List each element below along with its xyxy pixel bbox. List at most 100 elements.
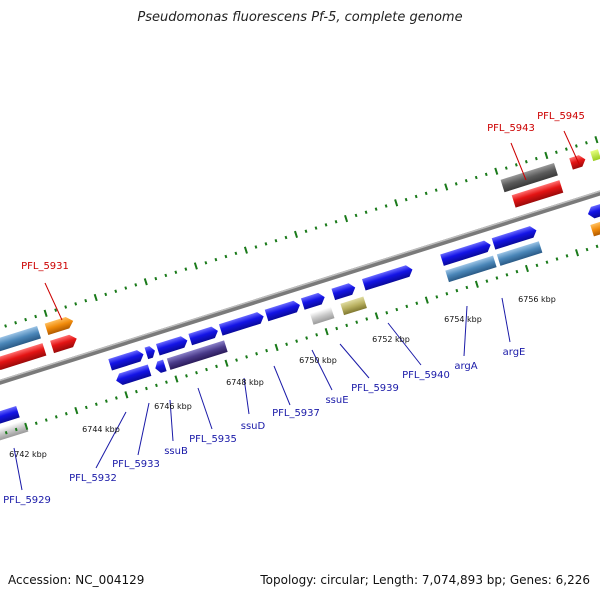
accession-text: Accession: NC_004129: [8, 573, 145, 587]
gene-block[interactable]: [309, 306, 335, 325]
tick-mark: [545, 260, 549, 264]
gene-block[interactable]: [590, 149, 600, 162]
gene-label[interactable]: PFL_5935: [189, 434, 237, 445]
gene-label[interactable]: PFL_5940: [402, 370, 450, 381]
leader-line: [197, 387, 213, 430]
gene-label[interactable]: PFL_5943: [487, 123, 535, 134]
gene-block[interactable]: [340, 296, 367, 316]
genome-backbone: [0, 178, 600, 401]
tick-mark: [64, 305, 68, 309]
gene-arrow[interactable]: [50, 333, 79, 354]
tick-mark: [585, 141, 588, 145]
tick-mark: [344, 214, 349, 223]
tick-mark: [324, 223, 328, 227]
gene-label[interactable]: PFL_5929: [3, 495, 51, 506]
gene-arrow[interactable]: [218, 311, 266, 336]
scale-label: 6750 kbp: [299, 356, 337, 365]
tick-mark: [14, 427, 18, 432]
gene-arrow[interactable]: [440, 239, 492, 266]
tick-mark: [264, 242, 268, 246]
tick-mark: [143, 278, 148, 286]
forward-genes-outer: [0, 149, 600, 355]
genome-backbone-highlight: [0, 178, 600, 397]
tick-mark: [415, 301, 419, 305]
gene-label[interactable]: ssuE: [325, 395, 348, 406]
leader-line: [95, 411, 127, 469]
gene-arrow[interactable]: [0, 405, 20, 433]
tick-mark: [34, 421, 38, 425]
tick-mark: [184, 267, 188, 271]
tick-mark: [154, 276, 158, 281]
tick-mark: [544, 151, 549, 160]
gene-arrow[interactable]: [331, 282, 357, 301]
gene-label[interactable]: ssuB: [164, 446, 188, 457]
scale-label: 6752 kbp: [372, 335, 410, 344]
gene-label[interactable]: argE: [503, 347, 526, 358]
gene-label[interactable]: PFL_5931: [21, 261, 69, 272]
gene-arrow[interactable]: [586, 202, 600, 220]
gene-block[interactable]: [590, 219, 600, 237]
tick-mark: [364, 210, 368, 215]
gene-arrow[interactable]: [114, 364, 152, 386]
tick-mark: [394, 199, 399, 207]
tick-mark: [305, 336, 309, 340]
tick-mark: [44, 418, 48, 422]
tick-mark: [245, 355, 248, 359]
tick-mark: [485, 279, 489, 283]
gene-label[interactable]: PFL_5933: [112, 459, 160, 470]
gene-arrow[interactable]: [144, 345, 157, 360]
gene-arrow[interactable]: [153, 359, 167, 374]
inner-tick-row: [4, 244, 599, 435]
gene-label[interactable]: PFL_5945: [537, 111, 585, 122]
gene-arrow[interactable]: [188, 325, 219, 346]
scale-labels: 6742 kbp 6744 kbp 6746 kbp 6748 kbp 6750 kbp…: [9, 295, 556, 459]
gene-block[interactable]: [166, 340, 228, 370]
tick-mark: [74, 302, 78, 306]
tick-mark: [4, 324, 8, 328]
reverse-genes-inner: [0, 219, 600, 448]
tick-mark: [135, 389, 138, 394]
tick-mark: [384, 204, 388, 208]
tick-mark: [414, 194, 418, 199]
outer-tick-row: [4, 136, 599, 328]
gene-arrow[interactable]: [300, 291, 327, 310]
gene-block[interactable]: [0, 420, 29, 448]
gene-arrow[interactable]: [0, 343, 47, 372]
leader-line: [13, 447, 23, 491]
gene-arrow[interactable]: [264, 299, 302, 322]
leader-line: [273, 365, 291, 406]
tick-mark: [474, 175, 478, 180]
tick-mark: [565, 254, 569, 258]
gene-arrow[interactable]: [108, 349, 145, 371]
gene-arrow[interactable]: [362, 264, 414, 291]
gene-label[interactable]: PFL_5932: [69, 473, 117, 484]
gene-block[interactable]: [445, 255, 497, 283]
leader-line: [44, 282, 63, 321]
leader-line: [387, 322, 422, 366]
tick-mark: [345, 323, 349, 328]
gene-arrow[interactable]: [569, 154, 587, 170]
gene-label[interactable]: argA: [454, 361, 477, 372]
gene-label[interactable]: PFL_5939: [351, 383, 399, 394]
tick-mark: [215, 364, 218, 369]
gene-arrow[interactable]: [156, 335, 189, 356]
tick-mark: [354, 213, 358, 218]
map-title: Pseudomonas fluorescens Pf-5, complete g…: [137, 10, 463, 25]
tick-mark: [504, 166, 508, 170]
leader-line: [137, 402, 150, 456]
gene-block[interactable]: [500, 163, 558, 193]
tick-mark: [193, 262, 198, 270]
tick-mark: [564, 147, 568, 151]
gene-block[interactable]: [0, 325, 41, 355]
gene-label[interactable]: PFL_5937: [272, 408, 320, 419]
tick-mark: [4, 430, 8, 435]
tick-mark: [385, 310, 389, 315]
leader-line: [169, 399, 174, 442]
gene-label[interactable]: ssuD: [241, 421, 266, 432]
gene-arrow[interactable]: [44, 315, 75, 336]
gene-arrow[interactable]: [491, 225, 539, 250]
gene-block[interactable]: [496, 241, 543, 266]
scale-label: 6748 kbp: [226, 378, 264, 387]
leader-line: [339, 343, 370, 379]
gene-arrow[interactable]: [511, 180, 564, 208]
